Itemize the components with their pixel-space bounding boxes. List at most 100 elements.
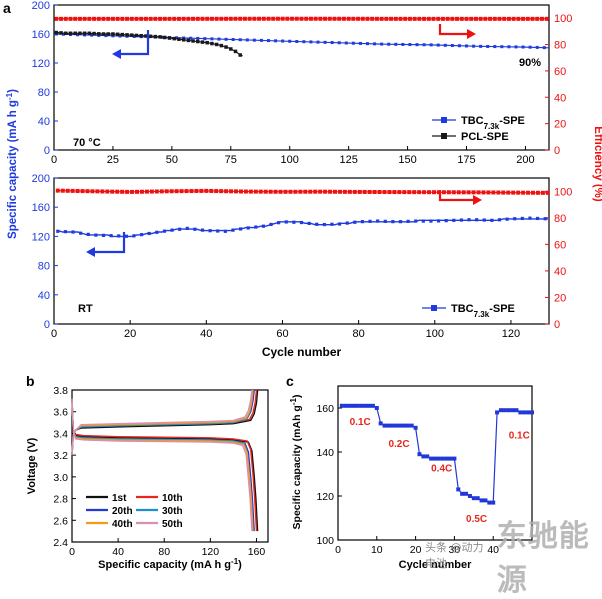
efficiency-marker (100, 189, 104, 193)
tbc-marker (317, 41, 320, 44)
legend-marker (441, 133, 447, 139)
efficiency-marker (262, 17, 266, 21)
efficiency-marker (64, 17, 68, 21)
tbc-marker (437, 44, 440, 47)
tbc-marker (302, 40, 305, 43)
efficiency-marker (204, 189, 208, 193)
efficiency-marker (125, 17, 129, 21)
x-tick-label: 0 (51, 154, 57, 166)
y-tick-label: 3.0 (53, 472, 68, 484)
legend-label: 10th (162, 493, 183, 504)
x-tick-label: 60 (276, 328, 288, 340)
efficiency-marker (516, 191, 520, 195)
pcl-marker (111, 32, 115, 36)
rate-marker (394, 424, 398, 428)
pcl-marker (59, 31, 63, 34)
efficiency-marker (224, 17, 228, 21)
y-tick-label: 2.6 (53, 515, 68, 527)
x-tick-label: 120 (502, 328, 520, 340)
efficiency-marker (402, 190, 406, 194)
tbc-marker (498, 218, 501, 221)
tbc-marker (292, 221, 295, 224)
efficiency-marker (61, 189, 65, 193)
efficiency-marker (462, 190, 466, 194)
efficiency-marker (214, 189, 218, 193)
legend-label: 20th (112, 506, 133, 517)
efficiency-marker (361, 17, 365, 21)
x-tick-label: 80 (158, 546, 170, 558)
tbc-marker (359, 42, 362, 45)
y2-tick-label: 80 (554, 213, 566, 225)
efficiency-marker (467, 190, 471, 194)
x-tick-label: 20 (124, 328, 136, 340)
pcl-marker (158, 35, 162, 39)
efficiency-marker (269, 190, 273, 194)
efficiency-marker (488, 17, 492, 21)
tbc-marker (210, 37, 213, 40)
efficiency-marker (313, 190, 317, 194)
rate-label: 0.1C (350, 417, 371, 428)
rate-marker (402, 424, 406, 428)
tbc-marker (543, 46, 546, 49)
efficiency-marker (196, 17, 200, 21)
efficiency-marker (465, 17, 469, 21)
tbc-marker (384, 220, 387, 223)
pcl-marker (224, 45, 228, 49)
efficiency-marker (482, 190, 486, 194)
pcl-marker (172, 37, 176, 41)
legend-marker (441, 117, 447, 123)
efficiency-marker (358, 190, 362, 194)
tbc-marker (394, 43, 397, 46)
panel-a-label: a (3, 0, 11, 16)
tbc-marker (513, 217, 516, 220)
rate-marker (344, 404, 348, 408)
y2-tick-label: 60 (554, 66, 566, 78)
rate-marker (383, 424, 387, 428)
tbc-marker (148, 232, 151, 235)
pcl-marker (182, 38, 186, 42)
efficiency-marker (397, 190, 401, 194)
efficiency-marker (182, 17, 186, 21)
efficiency-marker (215, 17, 219, 21)
efficiency-marker (491, 190, 495, 194)
tbc-marker (203, 37, 206, 40)
y-tick-label: 140 (316, 447, 334, 459)
tbc-marker (267, 39, 270, 42)
efficiency-marker (351, 17, 355, 21)
efficiency-marker (389, 17, 393, 21)
efficiency-marker (87, 17, 91, 21)
efficiency-marker (450, 17, 454, 21)
efficiency-marker (526, 17, 530, 21)
efficiency-marker (90, 189, 94, 193)
y-tick-label: 3.2 (53, 450, 68, 462)
efficiency-marker (413, 17, 417, 21)
y-tick-label: 80 (38, 261, 50, 273)
efficiency-marker (284, 190, 288, 194)
efficiency-marker (81, 189, 85, 193)
tbc-marker (483, 218, 486, 221)
rate-marker (355, 404, 359, 408)
tbc-marker (193, 228, 196, 231)
efficiency-marker (76, 189, 80, 193)
efficiency-marker (115, 190, 119, 194)
efficiency-marker (155, 189, 159, 193)
y2-tick-label: 40 (554, 92, 566, 104)
rate-label: 0.1C (509, 430, 530, 441)
tbc-marker (452, 219, 455, 222)
efficiency-marker (97, 17, 101, 21)
pcl-marker (168, 36, 172, 40)
efficiency-marker (486, 190, 490, 194)
efficiency-marker (267, 17, 271, 21)
rate-marker (456, 487, 460, 491)
tbc-marker (506, 218, 509, 221)
rate-marker (398, 424, 402, 428)
pcl-marker (64, 32, 68, 36)
efficiency-marker (540, 17, 544, 21)
rate-marker (507, 408, 511, 412)
efficiency-marker (314, 17, 318, 21)
efficiency-marker (457, 190, 461, 194)
efficiency-marker (234, 189, 238, 193)
efficiency-marker (248, 17, 252, 21)
temperature-label: 70 °C (73, 137, 101, 149)
